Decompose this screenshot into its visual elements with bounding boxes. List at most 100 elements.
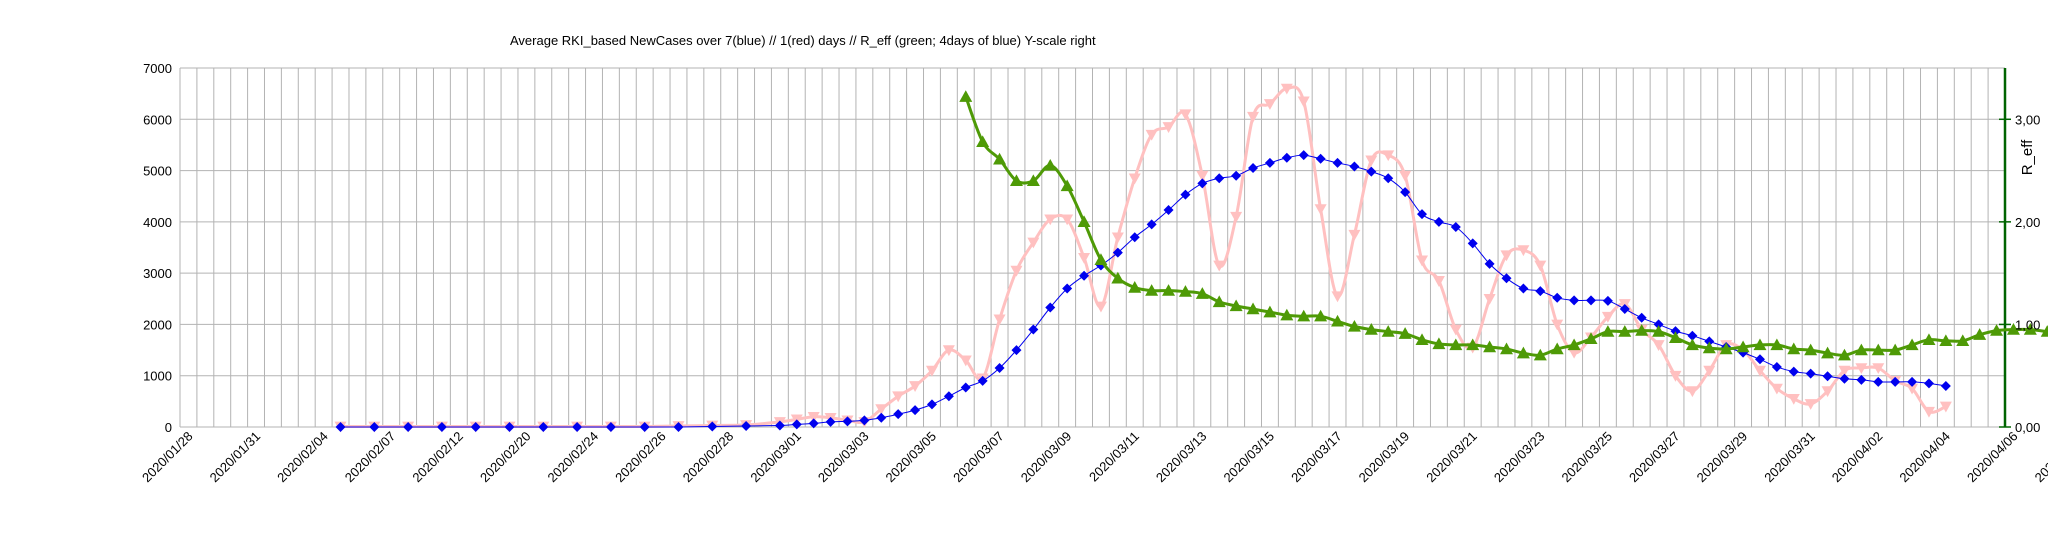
data-point-red <box>1331 291 1344 303</box>
data-point-blue <box>1552 292 1563 303</box>
x-tick-label: 2020/03/03 <box>815 429 872 486</box>
data-point-blue <box>1433 216 1444 227</box>
data-point-blue <box>1366 166 1377 177</box>
y-tick-label: 3000 <box>143 266 172 281</box>
data-point-blue <box>1856 374 1867 385</box>
data-point-blue <box>1400 187 1411 198</box>
data-point-blue <box>1349 161 1360 172</box>
data-point-blue <box>1062 283 1073 294</box>
data-point-green <box>1398 327 1412 339</box>
data-point-green <box>993 152 1007 165</box>
data-point-blue <box>1585 295 1596 306</box>
data-point-red <box>1821 386 1834 398</box>
data-point-blue <box>1535 286 1546 297</box>
data-point-green <box>1837 348 1851 361</box>
data-point-green <box>1635 324 1649 336</box>
data-point-green <box>1685 338 1699 351</box>
data-point-green <box>1212 295 1226 308</box>
data-point-green <box>1229 299 1243 312</box>
data-point-green <box>1331 314 1345 327</box>
data-point-blue <box>1332 157 1343 168</box>
series-blue <box>335 150 1951 432</box>
data-point-blue <box>1231 170 1242 181</box>
data-point-blue <box>1788 366 1799 377</box>
data-point-red <box>1872 363 1885 375</box>
data-point-green <box>1601 325 1615 337</box>
data-point-red <box>1804 399 1817 410</box>
data-point-red <box>1027 237 1040 249</box>
data-point-green <box>1804 343 1818 356</box>
data-point-blue <box>791 419 802 430</box>
data-point-red <box>942 345 955 357</box>
data-point-green <box>1550 342 1564 355</box>
data-point-green <box>1500 342 1514 355</box>
data-point-red <box>1010 265 1023 277</box>
data-point-green <box>1533 348 1547 361</box>
data-point-red <box>1145 129 1158 141</box>
data-point-red <box>1314 204 1327 216</box>
data-point-green <box>1702 341 1716 354</box>
data-point-red <box>1179 109 1192 121</box>
data-point-red <box>1686 386 1699 398</box>
x-tick-label: 2020/03/15 <box>1220 429 1277 486</box>
x-tick-label: 2020/03/13 <box>1153 429 1210 486</box>
data-point-green <box>1956 334 1970 347</box>
data-point-red <box>1078 252 1091 264</box>
data-point-blue <box>1163 205 1174 216</box>
data-point-green <box>2006 323 2020 335</box>
data-point-blue <box>1754 354 1765 365</box>
data-point-blue <box>943 391 954 402</box>
data-point-blue <box>1248 163 1259 174</box>
data-point-blue <box>1281 152 1292 163</box>
data-point-blue <box>1805 368 1816 379</box>
data-point-red <box>1247 111 1260 123</box>
data-point-red <box>1652 340 1665 351</box>
data-point-green <box>1939 334 1953 347</box>
data-point-green <box>1466 338 1480 351</box>
data-point-blue <box>1687 330 1698 341</box>
data-point-blue <box>1704 336 1715 347</box>
x-tick-label: 2020/04/06 <box>1964 429 2021 486</box>
data-point-blue <box>1264 157 1275 168</box>
data-point-green <box>1905 338 1919 351</box>
data-point-red <box>1263 99 1276 110</box>
data-point-green <box>1618 325 1632 337</box>
y-tick-label: 5000 <box>143 164 172 179</box>
data-point-red <box>1128 173 1141 185</box>
data-point-red <box>1432 276 1445 287</box>
data-point-green <box>1026 174 1040 187</box>
x-tick-label: 2020/03/27 <box>1626 429 1683 486</box>
y-tick-label: 0 <box>165 420 172 435</box>
data-point-blue <box>1569 295 1580 306</box>
data-point-green <box>1128 281 1142 293</box>
data-point-red <box>1213 260 1226 272</box>
data-point-blue <box>1890 376 1901 387</box>
data-point-blue <box>859 415 870 426</box>
data-point-blue <box>1907 376 1918 387</box>
x-tick-label: 2020/02/04 <box>274 429 331 486</box>
data-point-green <box>1990 324 2004 336</box>
data-point-green <box>1094 253 1108 266</box>
data-point-blue <box>1045 302 1056 313</box>
data-point-blue <box>1028 324 1039 335</box>
data-point-green <box>1145 284 1159 296</box>
data-point-red <box>1939 401 1952 413</box>
data-point-red <box>1297 96 1310 108</box>
x-tick-label: 2020/04/02 <box>1829 429 1886 486</box>
data-point-blue <box>335 422 346 432</box>
x-tick-label: 2020/03/19 <box>1356 429 1413 486</box>
data-point-blue <box>960 382 971 393</box>
data-point-blue <box>605 422 616 432</box>
x-tick-label: 2020/01/28 <box>139 429 196 486</box>
x-tick-label: 2020/03/01 <box>747 429 804 486</box>
data-point-blue <box>977 375 988 386</box>
data-point-red <box>807 411 820 423</box>
data-point-blue <box>1467 238 1478 249</box>
data-point-blue <box>1146 219 1157 230</box>
x-tick-label: 2020/03/31 <box>1761 429 1818 486</box>
data-point-red <box>1787 393 1800 405</box>
x-tick-label: 2020/04/04 <box>1896 429 1953 486</box>
data-point-blue <box>1923 378 1934 389</box>
data-point-green <box>1854 343 1868 356</box>
data-point-red <box>1416 255 1429 267</box>
